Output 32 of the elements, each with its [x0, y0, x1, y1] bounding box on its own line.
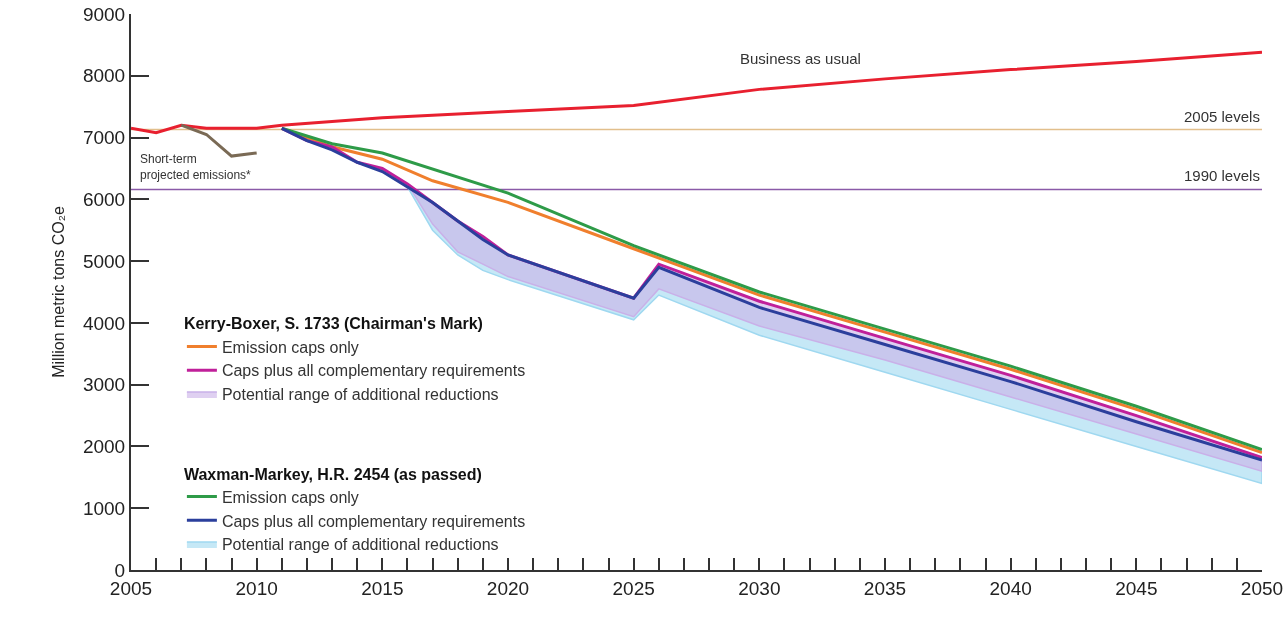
x-tick-label: 2015: [361, 577, 404, 599]
y-tick-label: 4000: [82, 312, 126, 334]
y-tick-label: 2000: [82, 436, 126, 458]
annotation: Waxman-Markey, H.R. 2454 (as passed): [183, 465, 482, 483]
x-tick-label: 2020: [486, 577, 530, 599]
y-tick-label: 8000: [82, 65, 126, 87]
y-tick-label: 7000: [82, 127, 126, 149]
legend-label: Caps plus all complementary requirements: [221, 362, 526, 380]
x-tick-label: 2025: [612, 577, 655, 599]
legend-label: Potential range of additional reductions: [221, 386, 499, 404]
ref-line-label: 1990 levels: [1184, 167, 1260, 184]
annotation: Business as usual: [740, 50, 861, 67]
line-series: [131, 50, 1262, 135]
x-tick-label: 2030: [738, 577, 781, 599]
x-tick-label: 2050: [1240, 577, 1284, 599]
y-tick-label: 9000: [82, 3, 126, 25]
annotation: Kerry-Boxer, S. 1733 (Chairman's Mark): [183, 315, 483, 333]
legend-label: Caps plus all complementary requirements: [221, 512, 526, 530]
legend-label: Emission caps only: [221, 338, 359, 356]
x-tick-label: 2010: [235, 577, 278, 599]
legend-label: Potential range of additional reductions: [221, 536, 499, 554]
ref-line-label: 2005 levels: [1184, 108, 1260, 125]
x-tick-label: 2045: [1115, 577, 1158, 599]
x-tick-label: 2035: [863, 577, 907, 599]
annotation: Short-term projected emissions*: [140, 152, 252, 182]
y-tick-label: 3000: [82, 374, 126, 396]
legend-label: Emission caps only: [221, 488, 359, 506]
y-axis-title: Million metric tons CO₂e: [50, 206, 68, 378]
y-tick-label: 1000: [82, 497, 126, 519]
y-tick-label: 5000: [82, 250, 126, 272]
y-tick-label: 6000: [82, 188, 126, 210]
x-tick-label: 2040: [989, 577, 1032, 599]
